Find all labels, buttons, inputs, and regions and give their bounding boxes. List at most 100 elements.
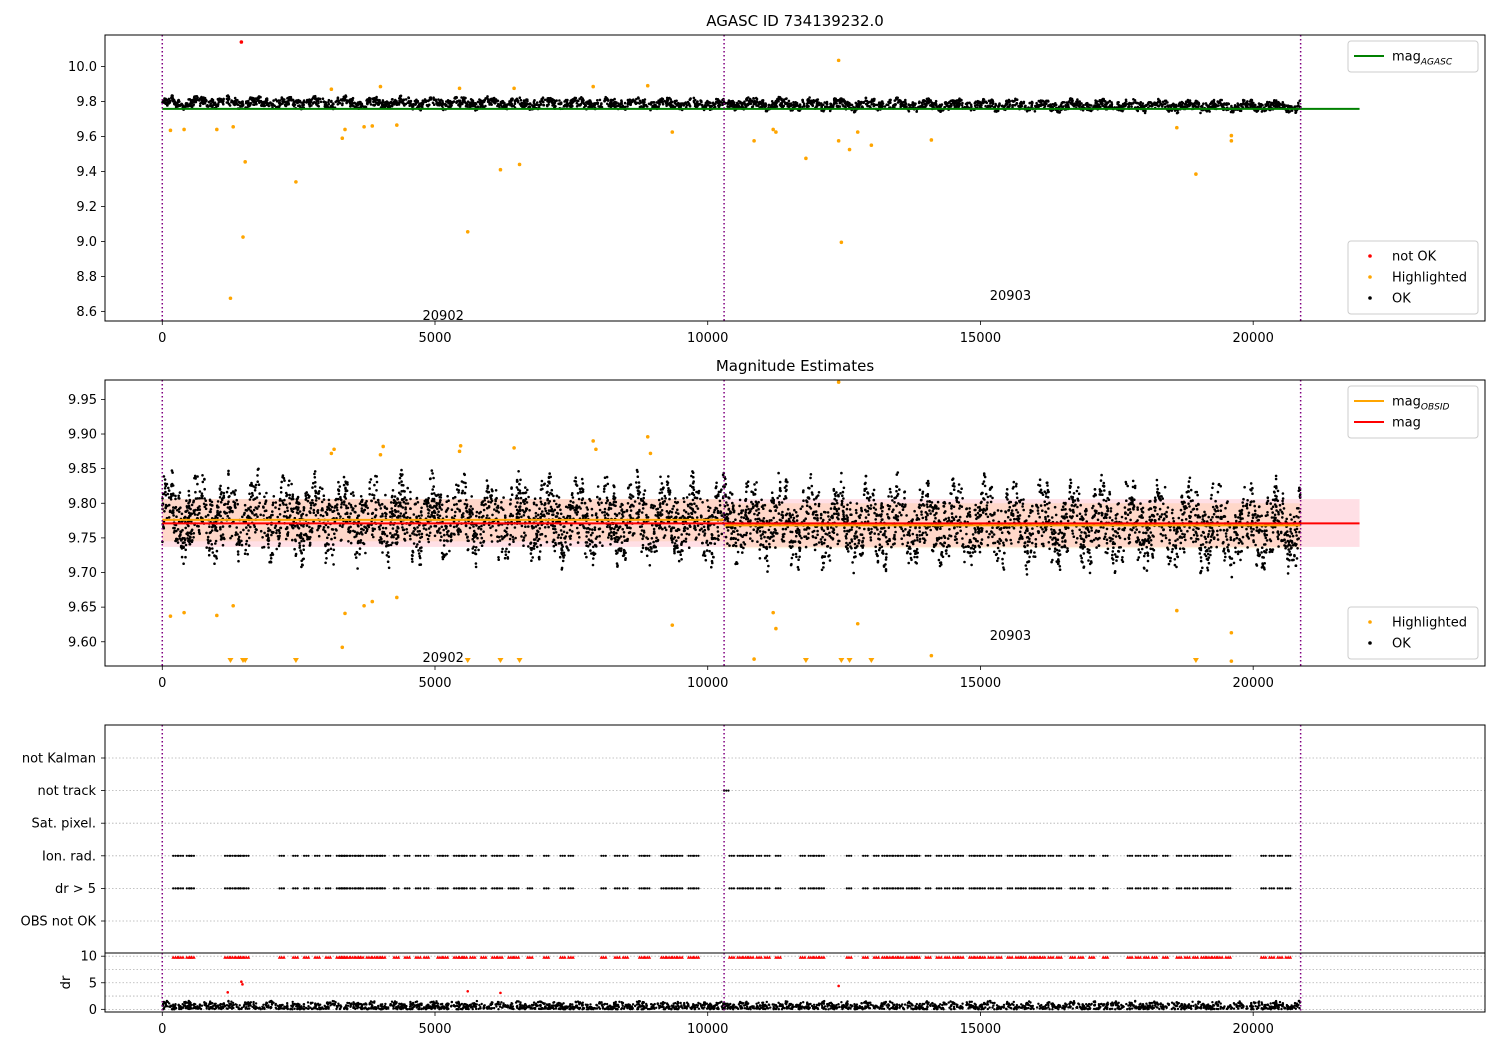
agasc-ok-point	[927, 101, 930, 104]
mag-est-ok-point	[1090, 529, 1093, 532]
mag-est-ok-point	[1047, 507, 1050, 510]
mag-est-ok-point	[1077, 486, 1080, 489]
agasc-highlighted-point	[855, 130, 860, 134]
agasc-ok-point	[432, 103, 436, 106]
mag-est-ok-point	[525, 501, 529, 504]
agasc-ytick-label: 9.0	[76, 235, 97, 250]
agasc-ok-point	[267, 102, 270, 106]
agasc-ok-point	[643, 98, 647, 101]
agasc-ok-point	[392, 101, 395, 104]
mag-est-ok-point	[244, 542, 248, 546]
mag-est-ok-point	[1068, 497, 1071, 501]
agasc-ok-point	[245, 100, 249, 103]
mag-est-ok-point	[1129, 511, 1132, 514]
agasc-ok-point	[1041, 99, 1045, 103]
agasc-ok-point	[166, 101, 170, 104]
mag-est-ok-point	[578, 536, 581, 539]
agasc-ok-point	[541, 96, 545, 99]
mag-est-ok-point	[552, 499, 556, 503]
agasc-ok-point	[420, 102, 423, 105]
agasc-highlighted-point	[512, 86, 516, 91]
agasc-ok-point	[984, 100, 988, 104]
agasc-ok-point	[225, 94, 229, 98]
mag-est-ok-point	[1249, 482, 1253, 485]
agasc-ok-point	[700, 99, 703, 103]
agasc-ok-point	[968, 101, 971, 105]
mag-est-ok-point	[1278, 503, 1282, 507]
mag-est-ok-point	[1127, 508, 1130, 512]
agasc-ok-point	[356, 101, 360, 104]
mag-est-ok-point	[400, 468, 403, 472]
mag-est-ok-point	[187, 494, 191, 497]
agasc-ok-point	[181, 105, 185, 109]
agasc-ok-point	[298, 99, 302, 103]
agasc-ok-point	[1062, 101, 1066, 104]
agasc-ok-point	[730, 103, 734, 107]
mag-est-ok-point	[723, 485, 726, 489]
mag-est-ok-point	[1150, 543, 1153, 547]
agasc-ok-point	[810, 102, 814, 106]
agasc-ok-point	[307, 103, 311, 106]
agasc-obsid-label: 20903	[990, 289, 1031, 304]
agasc-ok-point	[784, 102, 788, 105]
agasc-ok-point	[836, 104, 840, 108]
agasc-ok-point	[930, 101, 933, 104]
mag-est-ok-point	[829, 546, 832, 550]
agasc-ok-point	[802, 102, 806, 105]
agasc-ok-point	[250, 97, 254, 101]
mag-est-ok-point	[814, 536, 818, 540]
mag-est-ok-point	[1141, 511, 1145, 514]
agasc-ok-point	[857, 100, 860, 103]
agasc-ok-point	[872, 102, 875, 106]
mag-est-ok-point	[1166, 506, 1170, 509]
agasc-ok-point	[282, 100, 285, 104]
agasc-ok-point	[386, 105, 390, 108]
agasc-ok-point	[1239, 109, 1243, 113]
agasc-ok-point	[1144, 104, 1147, 107]
agasc-ok-point	[669, 100, 673, 104]
mag-est-ok-point	[1289, 527, 1292, 531]
mag-est-ok-point	[1046, 490, 1050, 494]
agasc-ok-point	[689, 97, 692, 100]
mag-est-ok-point	[1187, 502, 1190, 506]
agasc-ok-point	[665, 104, 668, 108]
mag-est-ok-point	[758, 548, 761, 551]
mag-est-ok-point	[881, 518, 884, 521]
mag-est-ok-point	[433, 534, 437, 538]
agasc-ok-point	[614, 105, 617, 108]
mag-est-ok-point	[336, 508, 339, 512]
agasc-ok-point	[426, 104, 430, 108]
mag-est-ok-point	[642, 496, 645, 500]
mag-est-ok-point	[1161, 497, 1164, 500]
agasc-ok-point	[657, 101, 661, 104]
mag-est-ok-point	[235, 498, 238, 502]
mag-est-ok-point	[209, 508, 213, 511]
mag-est-ok-point	[1264, 536, 1268, 540]
agasc-ok-point	[883, 105, 887, 108]
mag-est-ok-point	[854, 532, 857, 535]
mag-est-ok-point	[163, 487, 167, 490]
mag-est-ok-point	[650, 550, 653, 553]
agasc-ok-point	[1156, 100, 1160, 103]
mag-est-ok-point	[291, 538, 294, 542]
agasc-ok-point	[820, 102, 823, 105]
agasc-ok-point	[407, 96, 410, 99]
agasc-ok-point	[1201, 104, 1204, 108]
agasc-ok-point	[905, 105, 908, 108]
mag-est-ok-point	[1164, 534, 1167, 537]
agasc-ok-point	[973, 101, 977, 105]
agasc-ok-point	[369, 97, 372, 100]
mag-est-ok-point	[1160, 513, 1164, 516]
mag-est-ok-point	[401, 526, 404, 529]
mag-est-ok-point	[891, 499, 894, 502]
agasc-ok-point	[259, 95, 262, 99]
agasc-ok-point	[708, 104, 711, 107]
agasc-ok-point	[606, 98, 610, 101]
agasc-ok-point	[1116, 101, 1119, 104]
agasc-ok-point	[711, 102, 715, 105]
agasc-ok-point	[341, 103, 344, 107]
mag-est-ok-point	[873, 532, 876, 535]
agasc-ok-point	[904, 100, 907, 104]
agasc-ok-point	[519, 98, 523, 102]
